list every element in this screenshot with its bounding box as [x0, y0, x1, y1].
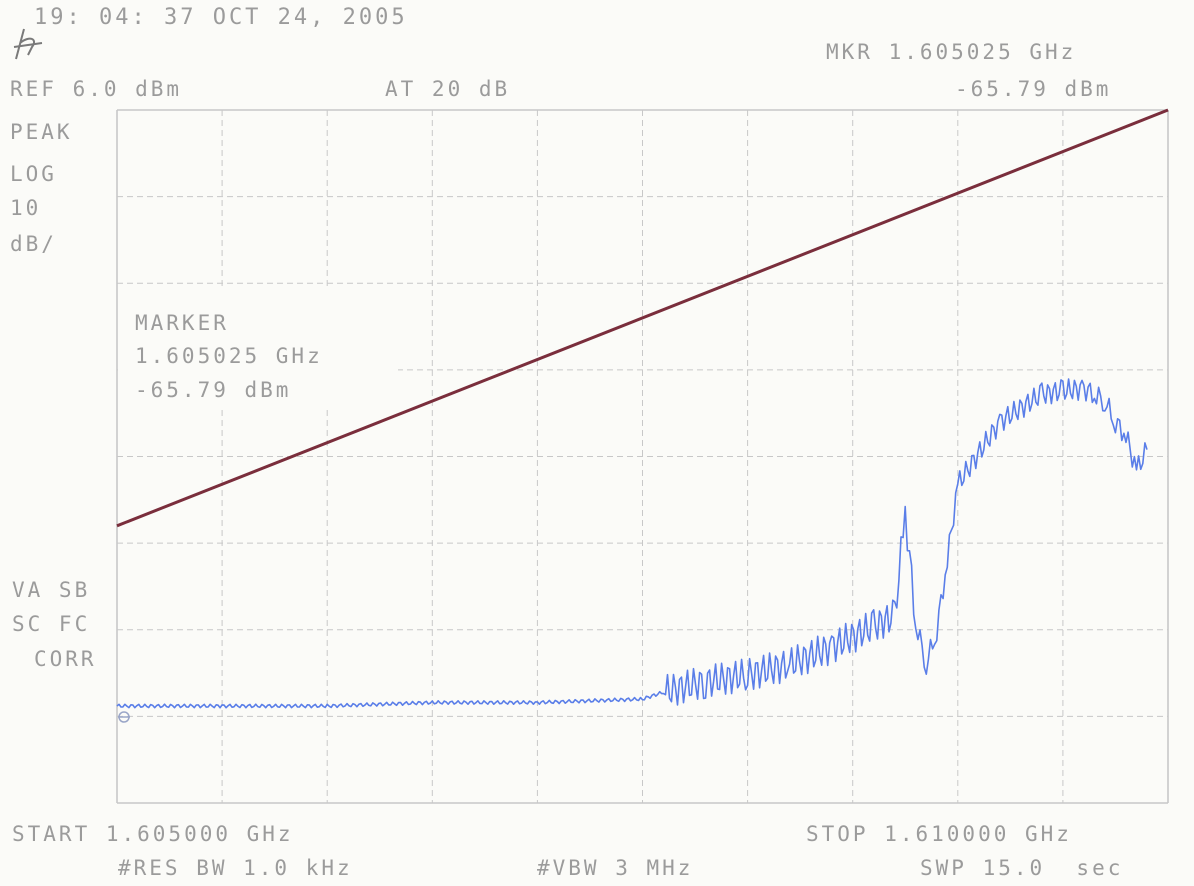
reference-marker-icon [118, 711, 130, 723]
marker-readout-freq: MKR 1.605025 GHz [826, 40, 1077, 64]
scale-value: 10 [10, 196, 42, 220]
timestamp: 19: 04: 37 OCT 24, 2005 [34, 5, 408, 30]
graticule [116, 109, 1169, 804]
scale-mode: LOG [10, 162, 57, 186]
marker-box-title: MARKER [135, 311, 229, 335]
marker-box-freq: 1.605025 GHz [135, 344, 323, 368]
scale-unit: dB/ [10, 232, 57, 256]
attenuation: AT 20 dB [385, 77, 511, 101]
detector-mode: PEAK [10, 120, 73, 144]
ref-level: REF 6.0 dBm [10, 77, 183, 101]
marker-readout-level: -65.79 dBm [955, 77, 1112, 101]
marker-box [118, 290, 398, 410]
stop-frequency: STOP 1.610000 GHz [806, 822, 1072, 846]
status-sc-fc: SC FC [12, 612, 91, 636]
limit-line [116, 108, 1169, 528]
status-va-sb: VA SB [12, 578, 91, 602]
start-frequency: START 1.605000 GHz [12, 822, 294, 846]
measured-trace [116, 378, 1148, 709]
resolution-bandwidth: #RES BW 1.0 kHz [118, 856, 353, 880]
status-corr: CORR [34, 647, 97, 671]
marker-box-level: -65.79 dBm [135, 378, 292, 402]
sweep-time: SWP 15.0 sec [920, 856, 1124, 880]
video-bandwidth: #VBW 3 MHz [537, 856, 694, 880]
hp-logo-icon [13, 28, 43, 60]
